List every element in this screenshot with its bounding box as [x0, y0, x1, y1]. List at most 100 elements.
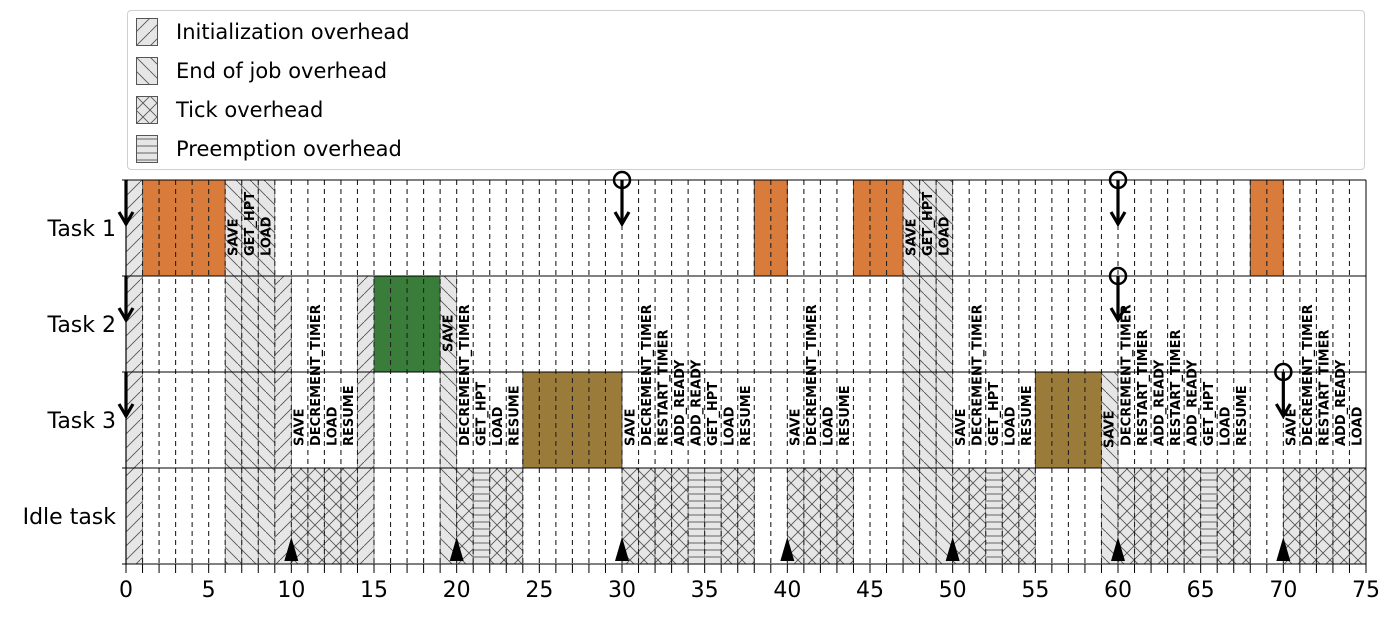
overhead-label: ADD_READY: [1185, 359, 1200, 446]
legend-swatch: [136, 57, 158, 85]
overhead-label: RESUME: [739, 385, 754, 446]
overhead-bar: [324, 467, 342, 565]
tick-marker: [945, 537, 960, 561]
overhead-label: DECREMENT_TIMER: [458, 304, 473, 446]
release-arrow: [1274, 362, 1293, 420]
release-arrow: [1108, 170, 1128, 228]
overhead-bar: [357, 275, 375, 565]
overhead-label: SAVE: [789, 409, 804, 446]
overhead-label: GET_HPT: [1202, 382, 1217, 446]
overhead-label: DECREMENT_TIMER: [1301, 304, 1316, 446]
overhead-label: RESUME: [508, 385, 523, 446]
overhead-bar: [1216, 467, 1235, 565]
overhead-bar: [505, 467, 524, 565]
overhead-bar: [340, 467, 358, 565]
overhead-bar: [737, 467, 755, 565]
overhead-label: RESUME: [1235, 385, 1250, 446]
x-tick-label: 65: [1187, 578, 1215, 603]
tick-marker: [1276, 537, 1291, 561]
overhead-bar: [803, 467, 821, 565]
x-tick-label: 75: [1352, 578, 1380, 603]
execution-bar: [142, 179, 226, 277]
overhead-bar: [1349, 467, 1367, 565]
release-arrow: [117, 372, 135, 420]
overhead-label: RESUME: [342, 385, 357, 446]
overhead-label: RESUME: [838, 385, 853, 446]
overhead-bar: [968, 467, 987, 565]
overhead-bar: [307, 467, 325, 565]
overhead-bar: [489, 467, 507, 565]
overhead-label: SAVE: [904, 219, 919, 256]
x-tick-label: 0: [119, 578, 133, 603]
overhead-label: RESTART_TIMER: [1318, 330, 1333, 447]
overhead-bar: [985, 467, 1003, 565]
x-tick-label: 15: [360, 578, 388, 603]
overhead-label: DECREMENT_TIMER: [640, 304, 655, 446]
x-tick-label: 50: [939, 578, 967, 603]
overhead-label: DECREMENT_TIMER: [970, 304, 985, 446]
overhead-label: GET_HPT: [921, 192, 936, 256]
x-tick-label: 45: [856, 578, 884, 603]
overhead-bar: [720, 467, 739, 565]
overhead-bar: [820, 467, 838, 565]
tick-marker: [615, 537, 629, 561]
legend-swatch: [136, 96, 158, 124]
overhead-label: RESTART_TIMER: [656, 330, 671, 447]
legend-item: Initialization overhead: [136, 17, 410, 47]
overhead-label: SAVE: [441, 315, 456, 352]
x-tick-label: 40: [773, 578, 801, 603]
release-arrow: [1108, 266, 1128, 324]
release-arrow: [612, 170, 632, 228]
overhead-bar: [638, 467, 656, 565]
overhead-label: GET_HPT: [706, 382, 721, 446]
overhead-bar: [1001, 467, 1020, 565]
overhead-label: ADD_READY: [1334, 359, 1349, 446]
overhead-label: LOAD: [1351, 406, 1366, 446]
overhead-bar: [1316, 467, 1334, 565]
legend-label: Tick overhead: [176, 98, 324, 122]
x-tick-label: 10: [277, 578, 305, 603]
overhead-bar: [687, 467, 705, 565]
overhead-bar: [1150, 467, 1168, 565]
legend-label: Initialization overhead: [176, 20, 410, 44]
overhead-bar: [472, 467, 491, 565]
legend: Initialization overhead End of job overhe…: [127, 10, 1365, 170]
overhead-label: LOAD: [722, 406, 737, 446]
legend-swatch: [136, 18, 158, 46]
overhead-bar: [704, 467, 722, 565]
overhead-label: LOAD: [822, 406, 837, 446]
overhead-label: LOAD: [260, 216, 275, 256]
task-label: Idle task: [23, 505, 117, 530]
overhead-label: RESTART_TIMER: [1136, 330, 1151, 447]
tick-marker: [1111, 537, 1125, 561]
legend-item: End of job overhead: [136, 56, 387, 86]
overhead-label: LOAD: [937, 216, 952, 256]
x-tick-label: 70: [1269, 578, 1297, 603]
x-tick-label: 60: [1104, 578, 1132, 603]
release-arrow: [117, 180, 135, 228]
overhead-label: DECREMENT_TIMER: [309, 304, 324, 446]
overhead-label: RESUME: [1020, 385, 1035, 446]
tick-marker: [449, 537, 464, 561]
overhead-bar: [1183, 467, 1201, 565]
overhead-label: DECREMENT_TIMER: [1119, 304, 1134, 446]
overhead-label: SAVE: [954, 409, 969, 446]
overhead-bar: [671, 467, 689, 565]
overhead-bar: [274, 275, 292, 565]
overhead-bar: [1018, 467, 1036, 565]
overhead-bar: [1332, 467, 1350, 565]
overhead-bar: [1134, 467, 1152, 565]
overhead-label: SAVE: [1285, 409, 1300, 446]
task-label: Task 3: [47, 409, 116, 434]
overhead-label: ADD_READY: [1152, 359, 1167, 446]
legend-label: End of job overhead: [176, 59, 388, 83]
overhead-label: SAVE: [293, 409, 308, 446]
overhead-label: SAVE: [623, 409, 638, 446]
legend-label: Preemption overhead: [176, 137, 402, 161]
overhead-label: LOAD: [491, 406, 506, 446]
overhead-label: GET_HPT: [474, 382, 489, 446]
legend-item: Preemption overhead: [136, 134, 402, 164]
overhead-label: SAVE: [1103, 411, 1118, 448]
overhead-bar: [1299, 467, 1317, 565]
